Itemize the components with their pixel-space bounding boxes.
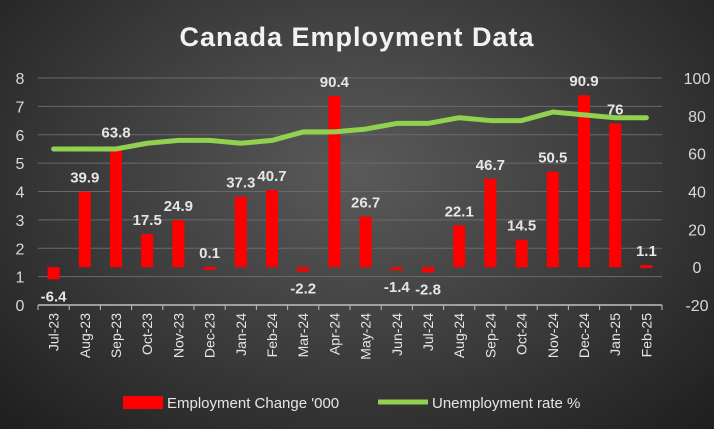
x-tick-label: Feb-24	[264, 313, 280, 358]
x-tick-label: Oct-24	[514, 313, 530, 355]
x-tick-label: Sep-24	[482, 313, 498, 358]
bar	[578, 95, 590, 268]
bar	[359, 216, 372, 268]
bar	[110, 146, 122, 268]
bar	[297, 267, 310, 272]
bar	[172, 220, 185, 268]
legend-label: Employment Change '000	[167, 395, 339, 412]
right-tick-label: 20	[688, 222, 706, 239]
data-label: 50.5	[538, 150, 567, 167]
data-label: 24.9	[164, 198, 193, 215]
data-label: 22.1	[445, 203, 474, 220]
bar	[141, 234, 154, 268]
x-tick-label: Dec-24	[576, 313, 592, 358]
x-tick-label: Jan-24	[233, 313, 249, 356]
data-label: 14.5	[507, 218, 536, 235]
bar	[453, 225, 466, 268]
bar	[515, 239, 528, 268]
x-tick-label: Aug-23	[77, 313, 93, 358]
left-tick-label: 5	[16, 156, 25, 173]
left-tick-label: 8	[16, 71, 25, 88]
data-label: 90.4	[320, 74, 350, 91]
left-tick-label: 4	[16, 185, 25, 202]
data-label: -1.4	[384, 279, 411, 296]
right-tick-label: 60	[688, 147, 706, 164]
data-label: 90.9	[569, 73, 598, 90]
x-tick-label: Oct-23	[139, 313, 155, 355]
x-tick-label: Jan-25	[607, 313, 623, 356]
unemployment-line	[51, 109, 649, 152]
data-label: -2.2	[290, 280, 316, 297]
right-tick-label: 80	[688, 109, 706, 126]
bar	[234, 196, 247, 268]
data-label: 37.3	[226, 175, 255, 192]
x-tick-label: Jul-24	[420, 313, 436, 351]
bar	[422, 267, 434, 273]
x-tick-label: Dec-23	[202, 313, 218, 358]
data-label: 0.1	[199, 245, 220, 262]
data-label: 26.7	[351, 195, 380, 212]
data-label: 46.7	[476, 157, 505, 174]
x-tick-label: Jun-24	[389, 313, 405, 356]
left-tick-label: 7	[16, 99, 25, 116]
bar	[47, 267, 60, 280]
data-label: 76	[607, 101, 624, 118]
chart-title: Canada Employment Data	[179, 22, 534, 52]
data-label: 39.9	[70, 170, 99, 187]
right-tick-label: 100	[684, 71, 711, 88]
left-tick-label: 1	[16, 270, 25, 287]
data-label: -6.4	[41, 288, 68, 305]
bar	[546, 171, 559, 268]
bar	[484, 178, 497, 268]
data-label: 1.1	[636, 243, 657, 260]
data-label: -2.8	[415, 281, 441, 298]
data-label: 17.5	[133, 212, 162, 229]
data-label: 40.7	[257, 168, 286, 185]
bar	[640, 265, 653, 269]
bar	[203, 266, 216, 270]
legend-swatch-bar	[123, 396, 163, 409]
bar	[609, 123, 622, 268]
right-tick-label: 0	[693, 260, 702, 277]
x-tick-label: Sep-23	[108, 313, 124, 358]
x-tick-label: Nov-23	[170, 313, 186, 358]
left-tick-label: 0	[16, 298, 25, 315]
data-label: 63.8	[101, 124, 130, 141]
bar	[78, 191, 91, 268]
left-tick-label: 6	[16, 128, 25, 145]
right-tick-label: 40	[688, 185, 706, 202]
x-tick-label: Nov-24	[545, 313, 561, 358]
legend-label: Unemployment rate %	[432, 395, 580, 412]
x-tick-label: May-24	[358, 313, 374, 360]
x-tick-label: Aug-24	[451, 313, 467, 358]
x-tick-label: Feb-25	[638, 313, 654, 358]
left-tick-label: 3	[16, 213, 25, 230]
x-tick-label: Mar-24	[295, 313, 311, 358]
bar	[390, 267, 403, 271]
bar	[328, 96, 341, 268]
left-tick-label: 2	[16, 241, 25, 258]
x-tick-label: Apr-24	[326, 313, 342, 355]
x-tick-label: Jul-23	[46, 313, 62, 351]
right-tick-label: -20	[685, 298, 708, 315]
bar	[266, 190, 278, 268]
